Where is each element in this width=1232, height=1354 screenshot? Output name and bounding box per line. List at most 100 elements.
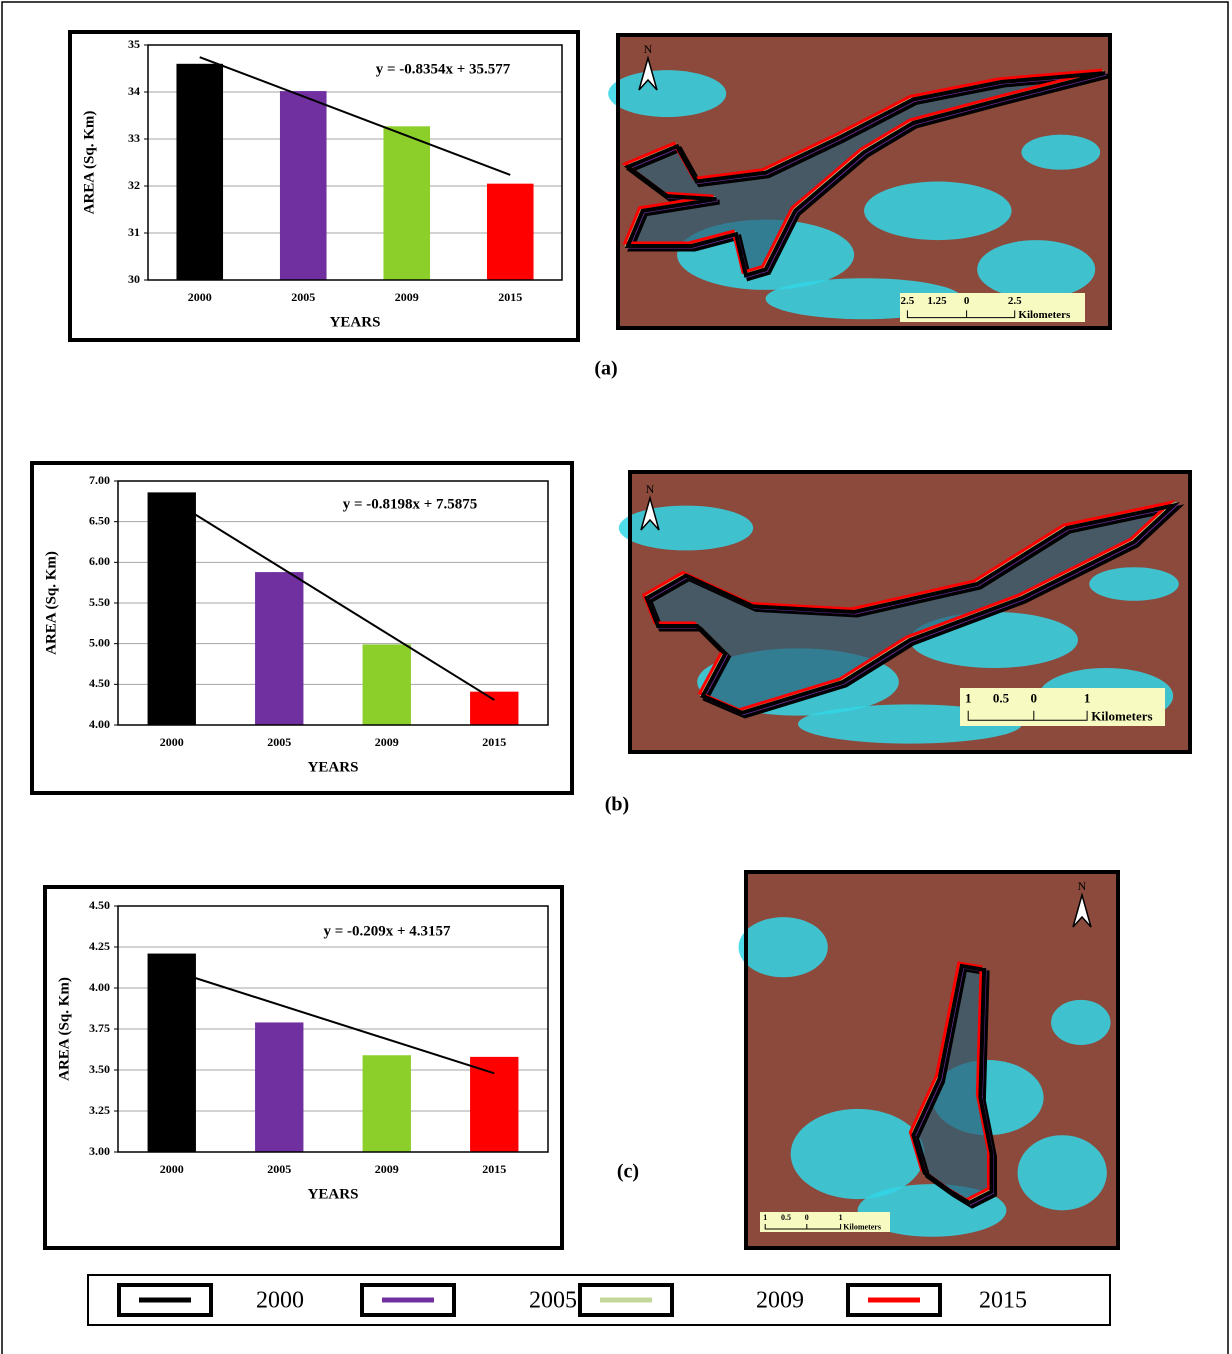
legend-label: 2000 <box>256 1288 304 1314</box>
scale-label: 1 <box>763 1213 767 1222</box>
map-ice <box>618 505 754 551</box>
glacier-fill <box>627 73 1106 276</box>
plot-area <box>117 480 549 726</box>
map: N 2.5 1.25 0 2.5 Kilometers <box>608 33 1112 330</box>
scale-box <box>960 688 1165 726</box>
trendline <box>171 969 495 1075</box>
scale-label: 1.25 <box>927 295 947 307</box>
y-tick-label: 6.00 <box>89 554 110 568</box>
panel-label: (a) <box>594 358 617 380</box>
legend-label: 2009 <box>756 1288 804 1314</box>
north-label: N <box>646 482 655 496</box>
y-tick-label: 32 <box>128 178 140 192</box>
map-ice <box>608 70 727 118</box>
y-tick-label: 5.50 <box>89 595 110 609</box>
scale-bar <box>967 710 1088 721</box>
map-frame <box>616 33 1112 330</box>
x-axis-label: YEARS <box>330 314 381 330</box>
map-ice <box>1021 134 1101 170</box>
scale-label: 1 <box>965 690 972 705</box>
legend-box <box>87 1274 1111 1326</box>
y-tick-label: 3.75 <box>89 1021 110 1035</box>
x-tick-label: 2005 <box>291 290 315 304</box>
scale-bar <box>906 310 1016 319</box>
scale-label: 2.5 <box>1008 295 1022 307</box>
scale-label: 0.5 <box>993 690 1010 705</box>
y-tick-label: 3.25 <box>89 1103 110 1117</box>
x-tick-label: 2015 <box>482 1162 506 1176</box>
y-tick-label: 4.50 <box>89 676 110 690</box>
bar <box>362 1055 411 1152</box>
bar <box>147 492 196 725</box>
y-tick-label: 5.00 <box>89 635 110 649</box>
map-ice <box>1017 1135 1107 1211</box>
y-tick-label: 4.00 <box>89 980 110 994</box>
north-arrow <box>638 55 658 91</box>
scale-bar <box>764 1224 842 1230</box>
x-tick-label: 2009 <box>375 735 399 749</box>
bar <box>362 644 411 725</box>
x-tick-label: 2000 <box>188 290 212 304</box>
y-axis-label: AREA (Sq. Km) <box>81 111 97 215</box>
north-arrow <box>640 495 660 531</box>
x-tick-label: 2015 <box>482 735 506 749</box>
legend-label: 2015 <box>979 1288 1027 1314</box>
y-tick-label: 34 <box>128 84 140 98</box>
y-tick-label: 31 <box>128 225 140 239</box>
trendline-equation: y = -0.209x + 4.3157 <box>323 923 451 939</box>
trendline <box>171 499 495 701</box>
x-tick-label: 2000 <box>160 1162 184 1176</box>
x-tick-label: 2015 <box>498 290 522 304</box>
plot-area <box>117 905 549 1153</box>
glacier-outline <box>644 502 1180 715</box>
scale-box <box>760 1212 890 1232</box>
bar <box>383 126 431 280</box>
y-axis-label: AREA (Sq. Km) <box>56 977 72 1081</box>
scale-unit: Kilometers <box>1018 309 1071 321</box>
bar <box>147 953 196 1152</box>
bar <box>176 63 224 280</box>
x-tick-label: 2005 <box>267 735 291 749</box>
bar <box>279 91 327 280</box>
map-ice <box>738 917 828 978</box>
x-axis-label: YEARS <box>308 1186 359 1202</box>
x-tick-label: 2005 <box>267 1162 291 1176</box>
y-tick-label: 6.50 <box>89 513 110 527</box>
bar <box>255 572 304 725</box>
y-tick-label: 3.50 <box>89 1062 110 1076</box>
map-ice <box>1051 999 1111 1045</box>
y-tick-label: 33 <box>128 131 140 145</box>
x-tick-label: 2000 <box>160 735 184 749</box>
glacier-fill <box>913 966 992 1203</box>
legend-label: 2005 <box>529 1288 577 1314</box>
y-tick-label: 4.50 <box>89 898 110 912</box>
map-ice <box>864 181 1012 241</box>
x-axis-label: YEARS <box>308 759 359 775</box>
glacier-outline <box>623 71 1106 278</box>
scale-label: 0.5 <box>781 1213 791 1222</box>
trendline-equation: y = -0.8354x + 35.577 <box>376 61 511 77</box>
bar <box>255 1022 304 1152</box>
north-label: N <box>644 42 653 56</box>
map-frame <box>628 470 1192 754</box>
legend-swatch-box <box>578 1283 674 1317</box>
glacier-outline <box>625 73 1109 282</box>
bar <box>470 1056 519 1152</box>
scale-label: 1 <box>839 1213 843 1222</box>
glacier-outline <box>621 68 1103 275</box>
map-frame <box>744 870 1120 1250</box>
scale-label: 0 <box>805 1213 809 1222</box>
scale-label: 0 <box>1031 690 1038 705</box>
y-tick-label: 4.00 <box>89 717 110 731</box>
y-tick-label: 3.00 <box>89 1144 110 1158</box>
trendline <box>199 56 511 176</box>
y-tick-label: 7.00 <box>89 473 110 487</box>
trendline-equation: y = -0.8198x + 7.5875 <box>343 496 478 512</box>
scale-label: 1 <box>1084 690 1091 705</box>
panel-label: (b) <box>605 794 629 816</box>
y-tick-label: 4.25 <box>89 939 110 953</box>
scale-label: 2.5 <box>901 295 915 307</box>
